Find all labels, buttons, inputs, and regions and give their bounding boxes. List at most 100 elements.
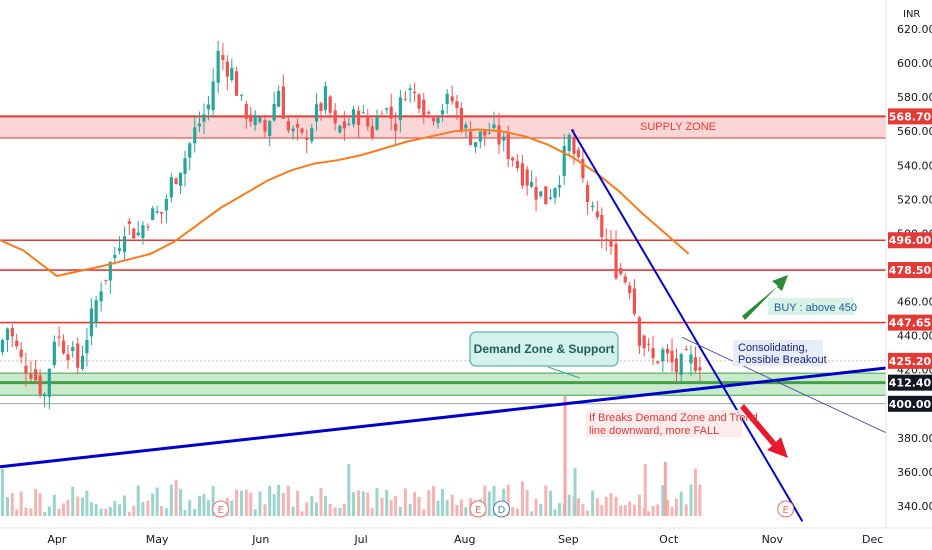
- candle-body: [159, 212, 164, 214]
- y-tick-label: 620.00: [897, 23, 932, 36]
- candle-body: [403, 99, 407, 101]
- x-tick-label: Nov: [762, 533, 784, 546]
- candle-body: [234, 71, 239, 96]
- trendline-0: [0, 366, 887, 469]
- volume-bar: [619, 505, 623, 516]
- volume-bar: [586, 510, 590, 516]
- candle-body: [178, 172, 183, 186]
- candle-body: [530, 181, 534, 187]
- y-tick-label: 340.00: [897, 500, 932, 513]
- volume-bar: [553, 509, 557, 516]
- candle-body: [557, 185, 562, 188]
- price-badge-bg: [888, 262, 932, 279]
- volume-bar: [342, 503, 346, 516]
- candle-body: [328, 96, 332, 113]
- candle-body: [108, 262, 112, 281]
- candle-body: [576, 149, 581, 157]
- candle-body: [356, 110, 361, 125]
- candle-body: [197, 123, 202, 127]
- candle-body: [10, 328, 14, 337]
- candle-body: [525, 169, 529, 186]
- consolidating-bg: [733, 340, 823, 366]
- x-tick-label: Jul: [353, 533, 367, 546]
- volume-bar: [698, 484, 702, 516]
- time-axis[interactable]: Apr May Jun Jul Aug Sep Oct Nov Dec: [0, 527, 932, 546]
- volume-bar: [89, 502, 93, 516]
- trendline-1: [570, 129, 804, 522]
- candle-body: [562, 146, 566, 176]
- candle-body: [277, 90, 281, 107]
- y-tick-label: 460.00: [897, 296, 932, 309]
- candle-body: [651, 348, 655, 359]
- candle-body: [146, 226, 150, 228]
- candle-body: [600, 214, 604, 238]
- candle-body: [206, 104, 211, 110]
- candle-body: [385, 108, 389, 110]
- candle-body: [445, 93, 449, 104]
- candle-body: [431, 117, 436, 122]
- consolidating-annotation[interactable]: Consolidating, Possible Breakout: [733, 340, 827, 366]
- candle-body: [151, 208, 155, 221]
- volume-bar: [174, 479, 178, 516]
- candle-body: [632, 288, 637, 314]
- volume-spike: [573, 468, 577, 516]
- volume-layer: [1, 396, 702, 516]
- volume-bar: [94, 503, 98, 516]
- buy-arrow-icon: [742, 275, 788, 320]
- volume-bar: [581, 504, 585, 516]
- price-badge-bg: [888, 352, 932, 369]
- volume-bar: [432, 486, 436, 516]
- candle-body: [99, 291, 103, 302]
- fall-annotation[interactable]: If Breaks Demand Zone and Trend line dow…: [586, 404, 788, 458]
- demand-zone-callout[interactable]: Demand Zone & Support: [469, 331, 619, 379]
- buy-annotation[interactable]: BUY : above 450: [742, 275, 857, 320]
- price-badge-425.20: 425.20: [889, 355, 932, 368]
- candle-body: [375, 116, 379, 130]
- volume-bar: [328, 503, 332, 516]
- event-marker-label: E: [218, 505, 224, 516]
- price-badge-400.00: 400.00: [889, 398, 932, 411]
- volume-bar: [450, 494, 454, 516]
- volume-bar: [244, 489, 248, 516]
- volume-bar: [389, 500, 393, 516]
- volume-bar: [211, 486, 215, 516]
- volume-bar: [268, 485, 272, 516]
- volume-bar: [549, 490, 553, 516]
- volume-bar: [632, 504, 636, 516]
- volume-bar: [34, 489, 38, 516]
- candle-body: [665, 348, 670, 354]
- volume-bar: [666, 499, 670, 516]
- price-badge-bg: [888, 232, 932, 249]
- candle-body: [436, 117, 440, 124]
- price-badge-496.00: 496.00: [889, 234, 932, 247]
- candle-body: [42, 394, 47, 397]
- volume-bar: [370, 508, 374, 516]
- volume-bar: [591, 490, 595, 516]
- candle-body: [380, 116, 384, 118]
- y-tick-label: 520.00: [897, 193, 932, 206]
- volume-bar: [647, 511, 651, 516]
- demand-zone: [0, 373, 886, 396]
- volume-bar: [76, 496, 80, 516]
- y-tick-label: 380.00: [897, 432, 932, 445]
- candle-body: [211, 81, 215, 111]
- volume-bar: [375, 488, 379, 516]
- candle-body: [511, 157, 515, 161]
- candle-body: [483, 131, 487, 136]
- volume-bar: [6, 497, 10, 516]
- volume-bar: [487, 491, 491, 516]
- candle-body: [155, 211, 159, 213]
- candle-body: [506, 133, 510, 159]
- volume-bar: [413, 492, 417, 516]
- moving-average-line: [0, 128, 690, 278]
- candle-body: [679, 354, 683, 375]
- volume-bar: [319, 487, 323, 516]
- volume-bar: [57, 508, 61, 516]
- volume-bar: [183, 510, 187, 516]
- volume-bar: [118, 504, 122, 516]
- volume-bar: [693, 468, 697, 516]
- volume-bar: [338, 508, 342, 516]
- candle-body: [684, 349, 688, 351]
